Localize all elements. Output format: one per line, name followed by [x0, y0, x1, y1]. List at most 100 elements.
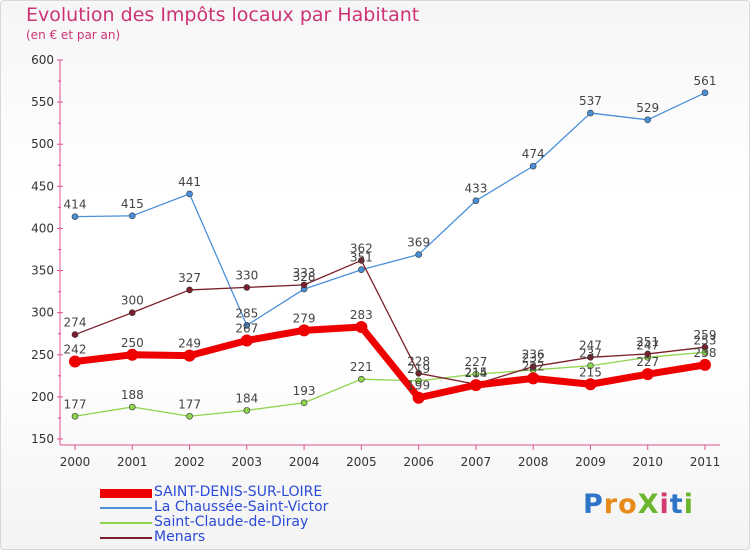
logo-letter: t: [669, 489, 684, 520]
data-point: [243, 284, 251, 291]
data-point: [644, 350, 652, 358]
data-label: 537: [579, 94, 602, 108]
data-label: 333: [293, 266, 316, 280]
legend-item-menars: Menars: [100, 529, 400, 546]
data-point: [415, 370, 422, 377]
data-label: 300: [121, 294, 144, 308]
data-point: [644, 116, 652, 124]
data-point: [699, 358, 711, 371]
data-label: 232: [522, 351, 545, 365]
y-tick-label: 250: [31, 348, 54, 362]
data-point: [355, 320, 368, 333]
x-tick-label: 2002: [174, 455, 205, 469]
data-point: [300, 281, 308, 289]
series-line: [74, 259, 706, 385]
logo-letter: i: [683, 489, 694, 520]
y-tick-label: 150: [31, 432, 54, 446]
data-label: 236: [522, 348, 545, 362]
data-label: 441: [178, 175, 201, 189]
data-point: [529, 162, 537, 170]
y-tick-label: 450: [31, 179, 54, 193]
chart-subtitle: (en € et par an): [26, 28, 121, 42]
x-tick-label: 2007: [461, 455, 492, 469]
legend-label-saint-claude: Saint-Claude-de-Diray: [154, 514, 309, 530]
data-point: [358, 257, 365, 264]
y-tick-label: 400: [31, 221, 54, 235]
data-label: 267: [235, 321, 258, 335]
data-point: [71, 213, 79, 220]
data-point: [415, 251, 422, 258]
data-point: [358, 266, 365, 274]
data-point: [186, 190, 193, 198]
y-tick-label: 500: [31, 137, 54, 151]
y-tick-label: 300: [31, 306, 54, 320]
x-tick-label: 2009: [575, 455, 606, 469]
legend-label-la-chaussee: La Chaussée-Saint-Victor: [154, 499, 329, 515]
data-label: 222: [522, 359, 545, 373]
x-tick-label: 2011: [690, 455, 721, 469]
data-label: 414: [64, 198, 87, 212]
data-label: 415: [121, 197, 144, 211]
data-point: [701, 343, 709, 351]
data-label: 227: [636, 355, 659, 369]
data-point: [186, 412, 193, 420]
data-point: [641, 368, 654, 381]
y-tick-label: 550: [31, 95, 54, 109]
x-tick-label: 2001: [117, 455, 148, 469]
legend-label-menars: Menars: [154, 529, 206, 545]
data-label: 251: [636, 335, 659, 349]
data-label: 193: [293, 384, 316, 398]
data-label: 199: [407, 379, 430, 393]
logo-letter: r: [603, 489, 619, 520]
data-point: [701, 89, 709, 97]
series-line: [74, 92, 706, 326]
data-point: [469, 379, 482, 392]
proxiti-logo: ProXiti: [583, 489, 694, 520]
x-tick-label: 2010: [632, 455, 663, 469]
logo-letter: i: [659, 489, 670, 520]
data-point: [243, 407, 251, 414]
data-point: [587, 109, 594, 117]
data-label: 283: [350, 308, 373, 322]
logo-letter: X: [637, 489, 660, 520]
data-point: [71, 412, 79, 420]
data-label: 351: [350, 251, 373, 265]
data-label: 184: [235, 391, 258, 405]
data-label: 214: [464, 366, 487, 380]
data-label: 369: [407, 236, 430, 250]
data-point: [300, 399, 308, 407]
legend: SAINT-DENIS-SUR-LOIRE La Chaussée-Saint-…: [100, 484, 400, 546]
data-label: 215: [464, 365, 487, 379]
data-point: [126, 348, 139, 361]
data-label: 242: [64, 343, 87, 357]
legend-swatch-la-chaussee: [100, 507, 152, 509]
data-label: 215: [579, 365, 602, 379]
legend-label-saint-denis: SAINT-DENIS-SUR-LOIRE: [154, 484, 323, 500]
data-point: [186, 286, 193, 294]
x-tick-label: 2005: [346, 455, 377, 469]
data-point: [298, 324, 311, 337]
data-point: [240, 334, 253, 347]
logo-letter: o: [618, 489, 638, 520]
logo-letter: P: [583, 489, 604, 520]
data-label: 228: [407, 354, 430, 368]
data-label: 253: [694, 333, 717, 347]
y-tick-label: 200: [31, 390, 54, 404]
data-point: [412, 391, 425, 404]
data-point: [243, 321, 251, 329]
data-label: 247: [579, 338, 602, 352]
data-label: 259: [694, 328, 717, 342]
data-label: 327: [178, 271, 201, 285]
data-point: [128, 212, 136, 220]
data-point: [529, 363, 537, 370]
y-tick-label: 600: [31, 53, 54, 67]
legend-swatch-saint-claude: [100, 522, 152, 524]
legend-swatch-saint-denis: [100, 489, 152, 498]
data-point: [584, 378, 597, 391]
data-point: [587, 354, 594, 361]
legend-item-la-chaussee: La Chaussée-Saint-Victor: [100, 499, 400, 516]
chart-title: Evolution des Impôts locaux par Habitant: [26, 4, 420, 26]
data-point: [69, 355, 81, 368]
data-label: 250: [121, 336, 144, 350]
